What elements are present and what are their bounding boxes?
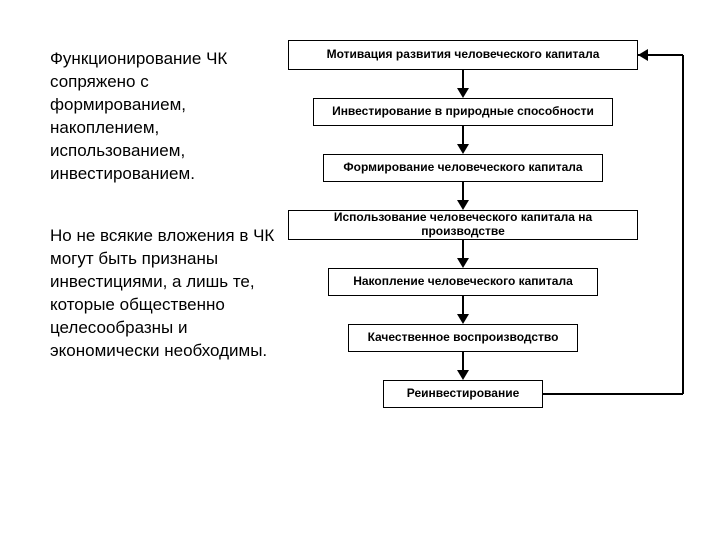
paragraph-2: Но не всякие вложения в ЧК могут быть пр… xyxy=(50,225,275,363)
flow-node-n4: Использование человеческого капитала на … xyxy=(288,210,638,240)
flow-node-label: Использование человеческого капитала на … xyxy=(295,211,631,239)
flow-node-label: Качественное воспроизводство xyxy=(368,331,559,345)
paragraph-1: Функционирование ЧК сопряжено с формиров… xyxy=(50,48,275,186)
flow-node-n1: Мотивация развития человеческого капитал… xyxy=(288,40,638,70)
feedback-line xyxy=(543,393,683,395)
arrow-left-icon xyxy=(638,49,648,61)
flow-node-label: Формирование человеческого капитала xyxy=(343,161,582,175)
flow-node-n5: Накопление человеческого капитала xyxy=(328,268,598,296)
flow-node-n2: Инвестирование в природные способности xyxy=(313,98,613,126)
flow-node-label: Мотивация развития человеческого капитал… xyxy=(327,48,600,62)
flow-node-n7: Реинвестирование xyxy=(383,380,543,408)
flow-node-label: Инвестирование в природные способности xyxy=(332,105,594,119)
flow-node-label: Накопление человеческого капитала xyxy=(353,275,573,289)
feedback-line xyxy=(682,55,684,394)
flowchart: Мотивация развития человеческого капитал… xyxy=(288,40,700,490)
flow-node-n3: Формирование человеческого капитала xyxy=(323,154,603,182)
flow-node-n6: Качественное воспроизводство xyxy=(348,324,578,352)
flow-node-label: Реинвестирование xyxy=(407,387,520,401)
